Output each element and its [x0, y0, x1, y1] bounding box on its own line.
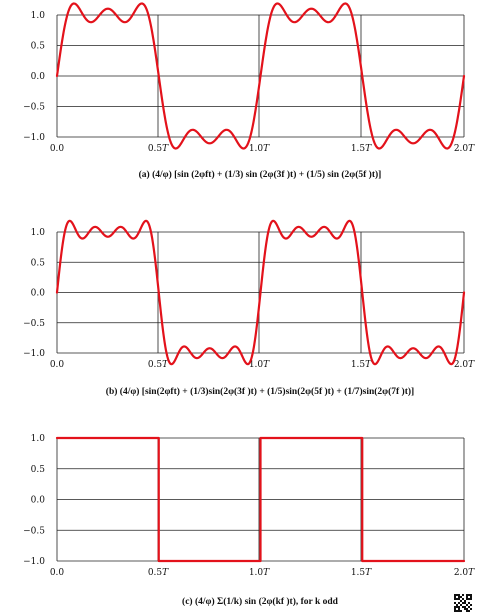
- figure-caption: (c) (4/φ) Σ(1/k) sin (2φ(kf )t), for k o…: [182, 596, 339, 607]
- chart-panel-c: 1.0 0.5 0.0 −0.5 −1.0 0.0 0.5T 1.0T 1.5T 2.0T (c) …: [23, 434, 475, 607]
- y-tick-label: 0.0: [31, 289, 46, 299]
- y-tick-label: −0.5: [23, 103, 45, 113]
- series-line: [55, 219, 466, 366]
- x-tick-label: 0.5T: [148, 144, 169, 154]
- y-tick-label: −0.5: [23, 319, 45, 329]
- x-tick-label: 0.5T: [148, 360, 169, 370]
- x-tick-label: 0.0: [50, 144, 65, 154]
- series-line: [55, 436, 466, 563]
- figure-caption: (b) (4/φ) [sin(2φft) + (1/3)sin(2φ(3f )t…: [106, 386, 414, 397]
- x-tick-label: 1.0T: [249, 360, 270, 370]
- x-tick-label: 0.0: [50, 568, 65, 578]
- y-tick-label: 0.0: [31, 72, 46, 82]
- y-tick-label: −0.5: [23, 526, 45, 536]
- y-tick-label: −1.0: [23, 349, 45, 359]
- x-tick-label: 2.0T: [454, 568, 475, 578]
- x-tick-label: 2.0T: [454, 360, 475, 370]
- y-tick-label: 1.0: [31, 228, 46, 238]
- y-tick-label: 0.5: [31, 465, 46, 475]
- x-tick-label: 1.5T: [351, 568, 372, 578]
- x-tick-label: 2.0T: [454, 144, 475, 154]
- chart-panel-b: 1.0 0.5 0.0 −0.5 −1.0 0.0 0.5T 1.0T 1.5T 2.0T (b) …: [23, 219, 475, 397]
- y-tick-label: 1.0: [31, 434, 46, 444]
- x-tick-label: 1.0T: [249, 144, 270, 154]
- x-tick-label: 1.0T: [249, 568, 270, 578]
- figure-caption: (a) (4/φ) [sin (2φft) + (1/3) sin (2φ(3f…: [139, 169, 382, 180]
- y-tick-label: 0.5: [31, 258, 46, 268]
- y-tick-label: 0.0: [31, 496, 46, 506]
- y-tick-label: 0.5: [31, 42, 46, 52]
- x-tick-label: 1.5T: [351, 360, 372, 370]
- chart-panel-a: 1.0 0.5 0.0 −0.5 −1.0 0.0 0.5T 1.0T 1.5T 2.0T (a) …: [23, 2, 475, 180]
- x-tick-label: 0.0: [50, 360, 65, 370]
- y-tick-label: −1.0: [23, 557, 45, 567]
- series-line: [55, 2, 466, 150]
- qr-code-icon: [454, 594, 472, 612]
- x-tick-label: 1.5T: [351, 144, 372, 154]
- y-tick-label: 1.0: [31, 11, 46, 21]
- y-tick-label: −1.0: [23, 133, 45, 143]
- x-tick-label: 0.5T: [148, 568, 169, 578]
